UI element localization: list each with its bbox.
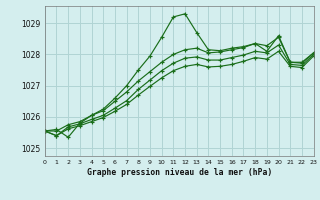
X-axis label: Graphe pression niveau de la mer (hPa): Graphe pression niveau de la mer (hPa) xyxy=(87,168,272,177)
